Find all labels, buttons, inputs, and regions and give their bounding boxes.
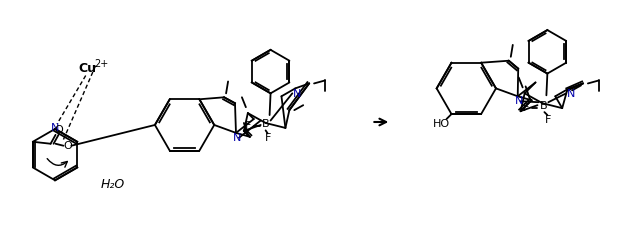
- Text: H₂O: H₂O: [100, 178, 124, 191]
- Text: N: N: [567, 89, 575, 99]
- Text: O: O: [63, 141, 72, 151]
- Text: F: F: [522, 103, 529, 113]
- Text: Cu: Cu: [79, 62, 97, 75]
- Text: N: N: [51, 123, 59, 133]
- Text: 2+: 2+: [94, 59, 109, 69]
- Text: HO: HO: [433, 119, 450, 129]
- Text: F: F: [245, 122, 251, 131]
- Text: N: N: [233, 133, 241, 143]
- Text: N: N: [293, 89, 301, 99]
- Text: F: F: [265, 133, 271, 143]
- Text: F: F: [545, 115, 551, 125]
- Text: N: N: [515, 96, 523, 106]
- Text: B: B: [540, 101, 547, 111]
- Text: O: O: [54, 125, 63, 135]
- Text: B: B: [262, 120, 269, 130]
